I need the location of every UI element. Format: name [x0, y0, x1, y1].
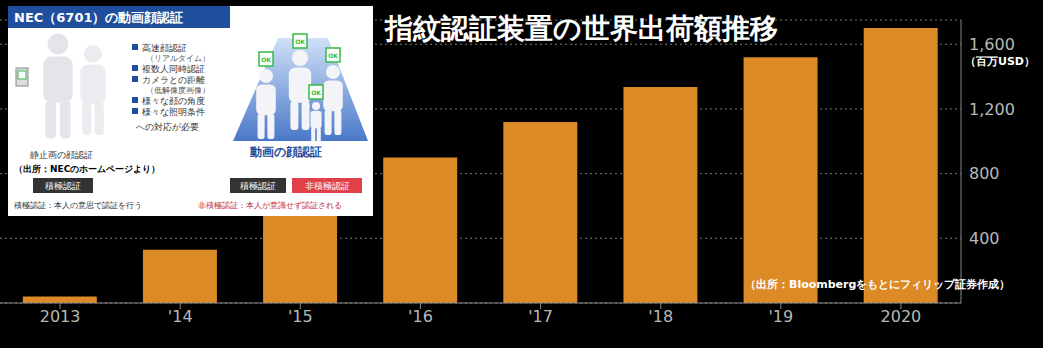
svg-text:'19: '19 — [768, 307, 793, 326]
svg-text:への対応が必要: への対応が必要 — [136, 122, 199, 132]
svg-text:積極認証: 積極認証 — [45, 181, 81, 191]
html-text:（百万USD）: （百万USD） — [965, 55, 1035, 68]
svg-text:'17: '17 — [528, 307, 553, 326]
svg-text:OK: OK — [311, 89, 321, 96]
html-text:指紋認証装置の世界出荷額推移: 指紋認証装置の世界出荷額推移 — [385, 12, 778, 45]
svg-text:積極認証：本人の意思で認証を行う: 積極認証：本人の意思で認証を行う — [14, 201, 142, 210]
svg-text:OK: OK — [261, 56, 271, 63]
svg-text:非積極認証：本人が意識せず認証される: 非積極認証：本人が意識せず認証される — [198, 201, 342, 210]
svg-text:高速顔認証: 高速顔認証 — [142, 43, 187, 53]
svg-text:OK: OK — [328, 52, 338, 59]
svg-text:様々な照明条件: 様々な照明条件 — [142, 107, 205, 117]
svg-text:1,200: 1,200 — [969, 100, 1015, 119]
svg-text:2013: 2013 — [40, 307, 81, 326]
svg-text:（低解像度画像）: （低解像度画像） — [146, 86, 210, 95]
svg-text:（出所：NECのホームページより）: （出所：NECのホームページより） — [14, 164, 160, 174]
svg-text:'18: '18 — [648, 307, 673, 326]
svg-text:積極認証: 積極認証 — [240, 181, 276, 191]
svg-text:'16: '16 — [408, 307, 433, 326]
svg-text:非積極認証: 非積極認証 — [305, 181, 350, 191]
svg-text:OK: OK — [295, 38, 305, 45]
svg-text:NEC（6701）の動画顔認証: NEC（6701）の動画顔認証 — [14, 10, 183, 25]
svg-text:複数人同時認証: 複数人同時認証 — [142, 64, 205, 74]
svg-text:2020: 2020 — [881, 307, 922, 326]
svg-text:800: 800 — [969, 164, 1000, 183]
svg-text:'15: '15 — [288, 307, 313, 326]
html-text:（出所：Bloombergをもとにフィリップ証券作成）: （出所：Bloombergをもとにフィリップ証券作成） — [745, 278, 1011, 291]
svg-text:（リアルタイム）: （リアルタイム） — [146, 54, 210, 63]
svg-text:様々な顔の角度: 様々な顔の角度 — [142, 96, 205, 106]
svg-text:カメラとの距離: カメラとの距離 — [142, 75, 205, 85]
svg-text:静止画の顔認証: 静止画の顔認証 — [30, 150, 93, 160]
svg-text:1,600: 1,600 — [969, 35, 1015, 54]
svg-text:400: 400 — [969, 229, 1000, 248]
svg-text:動画の顔認証: 動画の顔認証 — [249, 145, 322, 159]
svg-text:'14: '14 — [168, 307, 193, 326]
